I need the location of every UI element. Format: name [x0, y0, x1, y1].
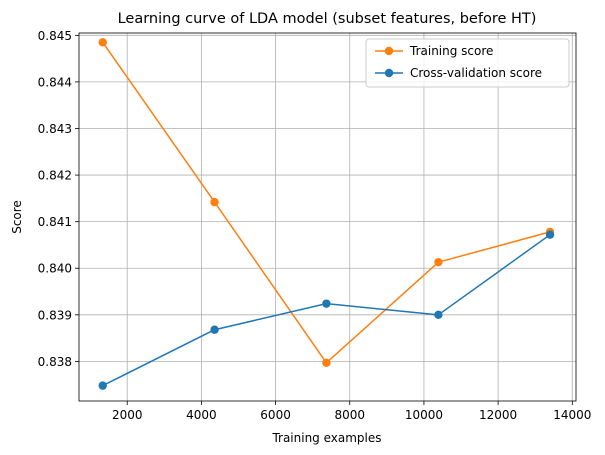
- cross-validation-score-point: [545, 230, 555, 239]
- legend: Training score Cross-validation score: [365, 38, 570, 88]
- x-tick-label: 12000: [479, 408, 517, 422]
- cross-validation-score-point: [210, 325, 219, 334]
- x-tick-label: 10000: [405, 408, 443, 422]
- legend-box: [365, 38, 570, 88]
- plot-frame: [78, 32, 577, 402]
- x-tick-label: 4000: [186, 408, 217, 422]
- x-axis-label: Training examples: [271, 431, 381, 445]
- y-tick-label: 0.843: [38, 122, 72, 136]
- cross-validation-score-point: [434, 310, 443, 320]
- x-tick-label: 8000: [334, 408, 365, 422]
- ticks: 2000 4000 6000 8000 10000 12000 14000 0.838 0.83…: [38, 29, 592, 422]
- legend-label-training: Training score: [409, 44, 493, 58]
- x-tick-label: 6000: [260, 408, 291, 422]
- y-tick-label: 0.839: [38, 308, 72, 322]
- cross-validation-score-point: [322, 299, 331, 308]
- cross-validation-score-point: [98, 381, 107, 390]
- training-score-point: [98, 38, 107, 47]
- grid: [79, 33, 576, 401]
- legend-label-cv: Cross-validation score: [410, 66, 542, 80]
- training-score-point: [434, 257, 443, 267]
- legend-marker-cv: [384, 68, 394, 78]
- x-tick-label: 2000: [112, 408, 143, 422]
- chart-title: Learning curve of LDA model (subset feat…: [118, 11, 537, 27]
- series-layer: [98, 38, 555, 390]
- y-tick-label: 0.838: [38, 355, 72, 369]
- y-tick-label: 0.844: [38, 75, 72, 89]
- x-tick-label: 14000: [553, 408, 591, 422]
- y-axis-label: Score: [10, 200, 24, 234]
- y-tick-label: 0.841: [38, 215, 72, 229]
- y-tick-label: 0.845: [38, 29, 72, 43]
- y-tick-label: 0.842: [38, 169, 72, 183]
- y-tick-label: 0.840: [38, 262, 72, 276]
- training-score-point: [210, 197, 219, 207]
- legend-marker-training: [384, 46, 394, 56]
- training-score-point: [322, 358, 331, 368]
